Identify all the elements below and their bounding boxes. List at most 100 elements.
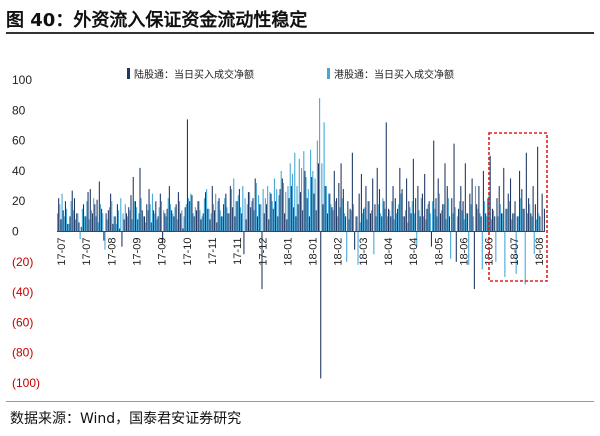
x-tick-label: 18-01 <box>282 238 294 266</box>
bar-sh-sz-connect <box>487 198 489 232</box>
bar-hk-connect <box>217 201 219 232</box>
bar-sh-sz-connect <box>523 208 525 232</box>
y-tick-label: (100) <box>12 376 40 390</box>
legend: 陆股通：当日买入成交净额 港股通：当日买入成交净额 <box>127 68 454 81</box>
bar-hk-connect <box>352 204 355 232</box>
bar-hk-connect <box>420 198 422 232</box>
bar-sh-sz-connect <box>412 158 414 232</box>
bar-hk-connect <box>221 216 224 232</box>
bar-hk-connect <box>228 213 230 232</box>
bar-hk-connect <box>407 222 409 232</box>
bar-hk-connect <box>165 216 167 232</box>
bar-hk-connect <box>398 204 400 232</box>
bar-sh-sz-connect <box>281 178 283 232</box>
bar-sh-sz-connect <box>92 213 94 232</box>
bar-sh-sz-connect <box>512 213 514 232</box>
bar-hk-connect <box>276 189 278 232</box>
bar-sh-sz-connect <box>256 216 259 232</box>
bar-sh-sz-connect <box>101 208 103 232</box>
bar-sh-sz-connect <box>419 216 421 232</box>
bar-hk-connect <box>145 222 147 232</box>
y-tick-label: 20 <box>12 194 26 208</box>
bar-hk-connect <box>280 170 282 232</box>
bar-sh-sz-connect <box>433 140 435 232</box>
bar-hk-connect <box>359 222 361 232</box>
bar-hk-connect <box>425 219 427 232</box>
bar-hk-connect <box>393 219 395 232</box>
bar-hk-connect <box>264 198 266 232</box>
bar-sh-sz-connect <box>227 213 229 232</box>
bar-hk-connect <box>443 204 445 232</box>
bar-sh-sz-connect <box>503 167 505 232</box>
bar-hk-connect <box>484 201 486 232</box>
y-axis-ticks: 100 80 60 40 20 0 (20) (40) (60) (80) (100) <box>12 73 40 390</box>
bar-hk-connect <box>402 216 404 232</box>
bar-sh-sz-connect <box>333 170 335 232</box>
bar-sh-sz-connect <box>315 210 317 232</box>
bar-hk-connect <box>120 198 122 232</box>
bar-sh-sz-connect <box>444 163 446 232</box>
bar-hk-connect <box>375 216 377 232</box>
bar-sh-sz-connect <box>516 216 518 232</box>
bar-sh-sz-connect <box>421 193 423 232</box>
bar-sh-sz-connect <box>125 213 127 232</box>
bar-hk-connect <box>237 195 239 232</box>
bar-sh-sz-connect <box>476 204 478 232</box>
bar-sh-sz-connect <box>387 208 390 232</box>
bar-hk-connect <box>409 207 411 232</box>
legend-swatch-series2 <box>327 68 330 79</box>
bar-hk-connect <box>305 176 307 232</box>
bar-hk-connect <box>287 186 289 232</box>
bar-hk-connect <box>167 198 169 232</box>
bar-sh-sz-connect <box>259 204 261 232</box>
bar-hk-connect <box>201 216 203 232</box>
bar-hk-connect <box>59 204 61 232</box>
bar-sh-sz-connect <box>166 208 168 232</box>
bar-sh-sz-connect <box>71 190 73 232</box>
bar-sh-sz-connect <box>417 186 419 232</box>
bar-hk-connect <box>108 207 111 232</box>
bar-sh-sz-connect <box>500 213 503 232</box>
bar-hk-connect <box>386 216 388 232</box>
bar-sh-sz-connect <box>494 216 496 232</box>
bar-sh-sz-connect <box>202 213 204 232</box>
x-tick-label: 17-10 <box>182 238 194 266</box>
bar-sh-sz-connect <box>243 231 245 255</box>
bar-sh-sz-connect <box>96 199 98 232</box>
bar-hk-connect <box>434 208 436 232</box>
bar-hk-connect <box>355 216 357 232</box>
bar-hk-connect <box>301 167 303 232</box>
bar-sh-sz-connect <box>496 198 498 232</box>
bar-sh-sz-connect <box>73 198 76 232</box>
bar-sh-sz-connect <box>139 167 141 232</box>
bar-sh-sz-connect <box>408 201 410 232</box>
bar-hk-connect <box>325 186 327 232</box>
bar-hk-connect <box>246 204 248 232</box>
bar-hk-connect <box>203 198 205 232</box>
bar-sh-sz-connect <box>234 216 236 232</box>
bar-hk-connect <box>81 208 83 232</box>
bar-sh-sz-connect <box>114 216 116 232</box>
bar-sh-sz-connect <box>521 189 523 232</box>
bar-hk-connect <box>377 204 379 232</box>
x-tick-label: 18-02 <box>333 238 345 266</box>
bar-hk-connect <box>463 219 465 232</box>
bar-hk-connect <box>97 222 99 232</box>
bar-sh-sz-connect <box>532 186 534 232</box>
bar-hk-connect <box>194 207 196 232</box>
bar-sh-sz-connect <box>175 204 177 232</box>
bar-hk-connect <box>140 198 142 232</box>
bar-hk-connect <box>199 210 201 232</box>
bar-sh-sz-connect <box>471 178 473 232</box>
bar-hk-connect <box>172 213 174 232</box>
bar-sh-sz-connect <box>94 204 96 232</box>
legend-label-series1: 陆股通：当日买入成交净额 <box>134 68 254 81</box>
bar-sh-sz-connect <box>363 208 365 232</box>
bar-hk-connect <box>436 216 438 232</box>
bar-sh-sz-connect <box>401 189 403 232</box>
bar-sh-sz-connect <box>324 186 326 232</box>
bar-hk-connect <box>208 208 210 232</box>
bar-hk-connect <box>382 198 384 232</box>
bar-sh-sz-connect <box>390 216 392 232</box>
